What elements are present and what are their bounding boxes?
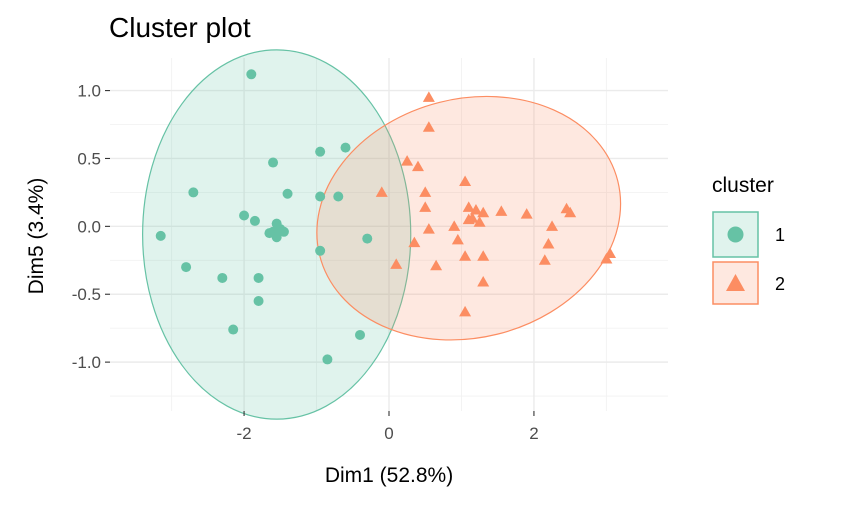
cluster-1-point: [271, 232, 282, 243]
cluster-2-point: [401, 155, 414, 166]
cluster-1-point: [181, 262, 192, 273]
cluster-2-point: [459, 250, 472, 261]
legend-marker-cluster-1: [727, 226, 744, 243]
legend-title: cluster: [712, 174, 774, 197]
y-axis-title: Dim5 (3.4%): [25, 178, 48, 295]
cluster-2-point: [469, 204, 482, 215]
cluster-1-point: [249, 215, 260, 226]
cluster-1-point: [333, 191, 344, 202]
y-tick-label: 0.5: [77, 149, 101, 168]
y-tick-label: 1.0: [77, 82, 101, 101]
ellipse-layer: [142, 49, 622, 420]
cluster-2-point: [411, 160, 424, 172]
cluster-1-point: [322, 354, 333, 365]
cluster-2-point: [430, 259, 443, 271]
cluster-2-point: [459, 305, 472, 317]
tick-layer: -2 0 2 -1.0 -0.5 0.0 0.5 1.0: [72, 82, 539, 443]
cluster-1-point: [188, 187, 199, 198]
cluster-1-point: [340, 142, 351, 153]
cluster-2-point: [422, 223, 435, 234]
cluster-2-point: [448, 220, 461, 231]
cluster-2-point: [375, 186, 388, 197]
cluster-2-point: [408, 236, 421, 248]
cluster-1-point: [278, 226, 289, 237]
cluster-2-point: [451, 233, 464, 245]
cluster-2-point: [473, 216, 486, 227]
cluster-1-point: [282, 188, 293, 199]
y-tick-label: -0.5: [72, 285, 101, 304]
y-tick-label: 0.0: [77, 217, 101, 236]
cluster-2-point: [462, 201, 475, 212]
x-tick-label: 2: [529, 424, 538, 443]
cluster-2-point: [546, 220, 559, 231]
cluster-1-point: [315, 245, 326, 256]
cluster-1-point: [315, 191, 326, 202]
cluster-2-point: [477, 206, 490, 218]
cluster-1-point: [315, 146, 326, 157]
legend-label-cluster-1: 1: [775, 225, 785, 245]
cluster-2-point: [459, 175, 472, 187]
cluster-2-point: [520, 208, 533, 219]
cluster-2-point: [538, 254, 551, 265]
x-tick-label: -2: [237, 424, 252, 443]
cluster-2-point: [422, 91, 435, 102]
cluster-2-point: [422, 121, 435, 132]
cluster-1-point: [268, 157, 279, 168]
cluster-1-point: [155, 230, 166, 241]
cluster-1-point: [228, 324, 239, 335]
x-axis-title: Dim1 (52.8%): [325, 464, 453, 487]
legend: cluster 1 2: [712, 174, 785, 305]
cluster-1-point: [362, 233, 373, 244]
legend-marker-cluster-2: [726, 274, 745, 291]
cluster-1-point: [217, 272, 228, 283]
point-layer: [155, 69, 617, 365]
cluster-2-point: [477, 276, 490, 287]
cluster-1-point: [253, 272, 264, 283]
y-tick-label: -1.0: [72, 353, 101, 372]
cluster-1-point: [264, 228, 275, 239]
cluster-2-point: [564, 206, 577, 218]
chart-title: Cluster plot: [109, 12, 251, 43]
cluster-1-point: [253, 296, 264, 307]
cluster-2-point: [390, 258, 403, 269]
cluster-2-point: [600, 252, 613, 264]
cluster-2-point: [419, 201, 432, 212]
cluster-1-point: [355, 329, 366, 340]
cluster-1-point: [246, 69, 257, 80]
cluster-2-point: [495, 205, 508, 216]
cluster-2-point: [462, 213, 475, 225]
cluster-2-point: [477, 250, 490, 261]
x-tick-label: 0: [384, 424, 393, 443]
cluster-2-point: [542, 238, 555, 249]
legend-label-cluster-2: 2: [775, 274, 785, 294]
cluster-2-point: [419, 186, 432, 197]
cluster-1-point: [239, 210, 250, 221]
